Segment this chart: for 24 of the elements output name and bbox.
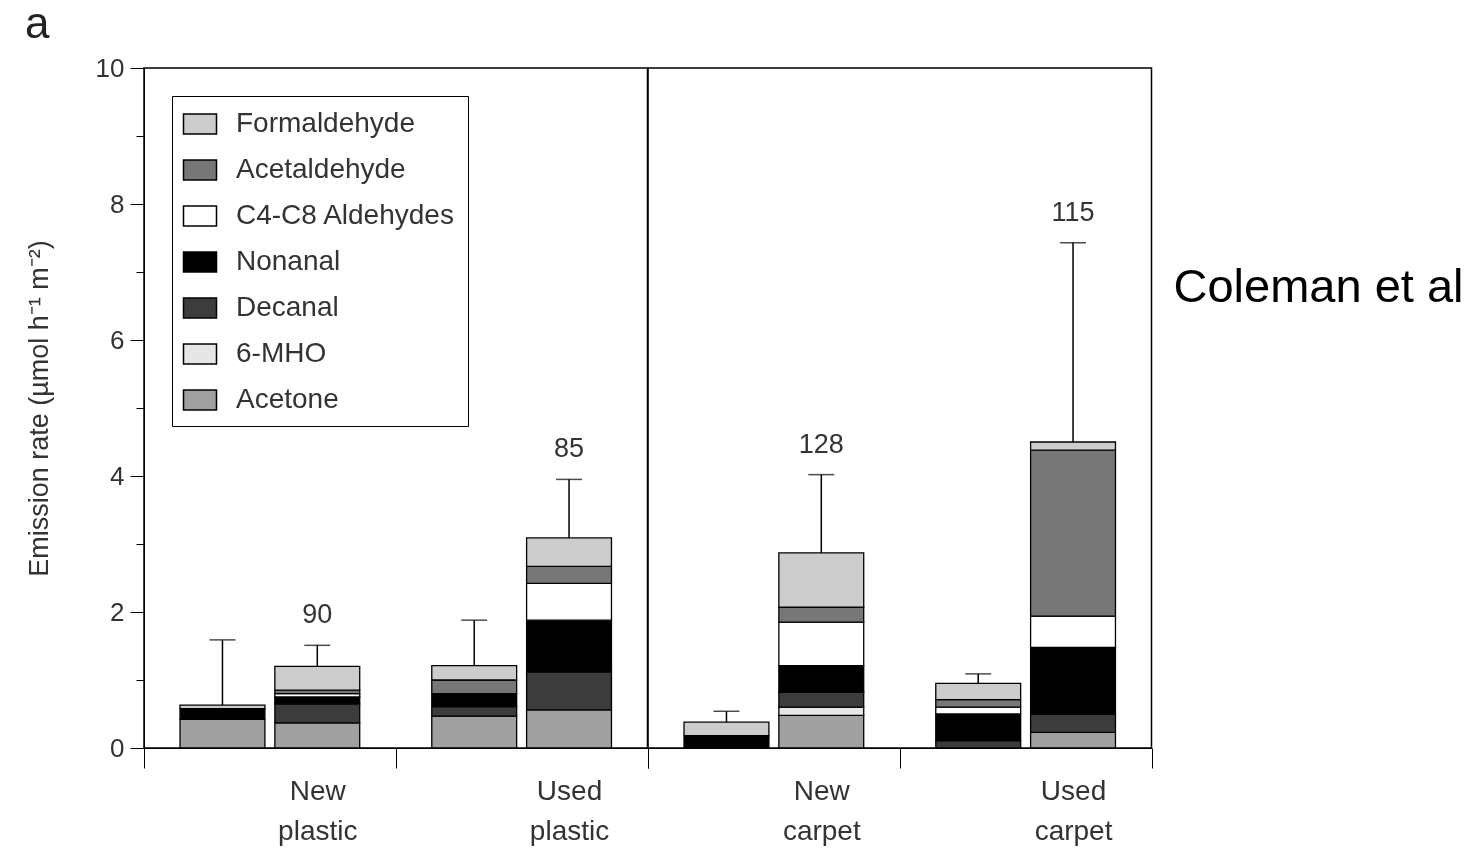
- legend-label: Decanal: [236, 291, 339, 322]
- legend-label: 6-MHO: [236, 337, 327, 368]
- annotation: 90: [302, 599, 333, 630]
- y-tick-label: 4: [110, 460, 125, 491]
- annotation: 85: [554, 433, 585, 464]
- annotation: 115: [1051, 196, 1095, 227]
- y-tick-label: 8: [110, 188, 125, 219]
- x-tick-label: New carpet: [782, 774, 861, 846]
- annotation: 128: [798, 428, 844, 459]
- chart-title: a: [25, 0, 51, 47]
- x-tick-label: Used plastic: [529, 774, 610, 846]
- y-tick-label: 10: [95, 52, 125, 83]
- y-tick-label: 0: [110, 732, 125, 763]
- y-tick-label: 2: [110, 596, 125, 627]
- text: Coleman et al: [1173, 258, 1464, 312]
- legend-label: Acetone: [236, 383, 339, 414]
- x-tick-label: New plastic: [278, 774, 358, 846]
- x-tick-label: Used carpet: [1034, 774, 1113, 846]
- y-axis-title: Emission rate (µmol h⁻¹ m⁻²): [23, 240, 54, 577]
- legend-label: C4-C8 Aldehydes: [236, 199, 454, 230]
- legend-label: Formaldehyde: [236, 107, 415, 138]
- y-tick-label: 6: [110, 324, 125, 355]
- legend-label: Nonanal: [236, 245, 341, 276]
- legend-label: Acetaldehyde: [236, 153, 406, 184]
